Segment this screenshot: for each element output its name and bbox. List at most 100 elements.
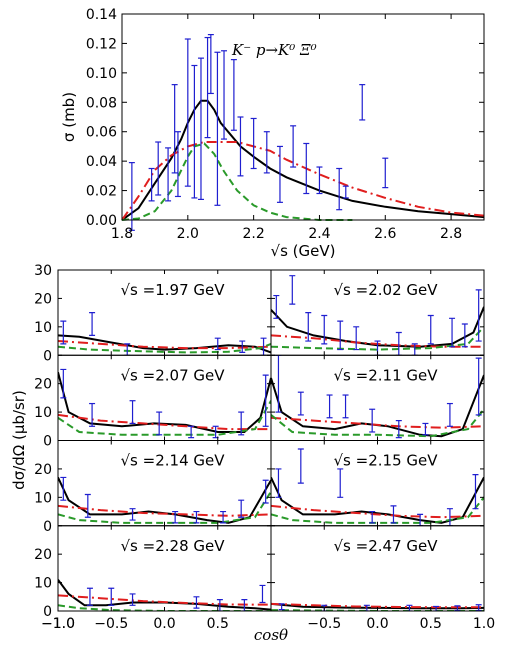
y-tick-label: 10 xyxy=(34,490,52,506)
dashed-curve xyxy=(271,496,484,524)
x-tick-label: 2.4 xyxy=(308,226,330,242)
panel-curves xyxy=(271,602,484,611)
data-point xyxy=(148,167,155,202)
data-point xyxy=(207,33,214,95)
y-tick-label: 0.08 xyxy=(86,95,117,111)
data-point xyxy=(472,474,479,510)
y-tick-label: 0.04 xyxy=(86,154,117,170)
data-point xyxy=(174,131,181,198)
data-point xyxy=(369,408,376,433)
panel-energy-label: √s =2.07 GeV xyxy=(121,366,226,384)
panel-curves xyxy=(271,448,484,526)
data-point xyxy=(316,166,323,195)
x-tick-label: −1.0 xyxy=(41,616,75,632)
data-point xyxy=(297,448,304,484)
data-point xyxy=(156,411,163,436)
data-point xyxy=(260,337,267,356)
data-point xyxy=(238,499,245,518)
data-point xyxy=(411,343,418,356)
data-point xyxy=(446,402,453,427)
panel-curves xyxy=(58,368,271,439)
data-point xyxy=(342,394,349,419)
panel-energy-label: √s =2.14 GeV xyxy=(121,452,226,470)
y-tick-label: 10 xyxy=(34,576,52,592)
data-point xyxy=(128,162,135,231)
data-point xyxy=(326,394,333,419)
data-point xyxy=(89,402,96,427)
panel-6: √s =2.15 GeV xyxy=(270,440,485,527)
data-point xyxy=(475,357,482,416)
data-point xyxy=(89,312,96,336)
panel-curves xyxy=(58,579,271,611)
data-point xyxy=(475,604,482,611)
data-point xyxy=(129,593,136,606)
data-point xyxy=(263,131,270,174)
x-tick-label: −0.5 xyxy=(307,616,341,632)
data-point xyxy=(171,84,178,174)
data-point xyxy=(337,468,344,498)
data-point xyxy=(221,50,228,140)
data-point xyxy=(433,605,440,611)
x-tick-label: 0.0 xyxy=(153,616,175,632)
data-point xyxy=(395,420,402,439)
dash-dot-curve xyxy=(271,602,484,609)
y-axis-label: σ (mb) xyxy=(60,92,78,142)
dashed-curve xyxy=(121,142,353,221)
data-point xyxy=(259,584,266,604)
y-tick-label: 0 xyxy=(43,434,52,450)
data-point xyxy=(216,599,223,611)
y-tick-label: 0 xyxy=(43,604,52,620)
dashed-curve xyxy=(271,326,484,351)
data-point xyxy=(422,422,429,436)
panel-8: √s =2.47 GeV −0.5 0.0 0.5 1.0 xyxy=(270,525,495,632)
plot-frame xyxy=(121,13,485,221)
panel-energy-label: √s =2.11 GeV xyxy=(334,366,439,384)
y-tick-label: 0.10 xyxy=(86,66,117,82)
data-point xyxy=(276,145,283,203)
y-tick-label: 0.02 xyxy=(86,184,117,200)
full-model-curve xyxy=(121,99,485,221)
data-point xyxy=(237,116,244,177)
panel-energy-label: √s =2.02 GeV xyxy=(334,281,439,299)
data-point xyxy=(197,57,204,200)
dash-dot-curve xyxy=(271,504,484,519)
data-point xyxy=(250,117,257,170)
y-tick-label: 20 xyxy=(34,547,52,563)
y-tick-label: 20 xyxy=(34,291,52,307)
data-point xyxy=(86,587,93,606)
dashed-curve xyxy=(58,342,271,354)
data-point xyxy=(336,167,343,211)
x-tick-label: 2.8 xyxy=(440,226,462,242)
data-point xyxy=(191,64,198,199)
panel-curves xyxy=(58,476,271,524)
data-point xyxy=(214,337,221,351)
y-tick-label: 10 xyxy=(34,320,52,336)
y-tick-label: 0.06 xyxy=(86,125,117,141)
x-tick-label: 1.0 xyxy=(473,616,495,632)
x-tick-label: −0.5 xyxy=(94,616,128,632)
data-point xyxy=(449,317,456,348)
data-point xyxy=(359,84,366,121)
data-point xyxy=(417,513,424,526)
full-model-curve xyxy=(58,334,271,354)
data-point xyxy=(390,505,397,524)
y-tick-label: 0.14 xyxy=(86,7,117,23)
y-axis-label: dσ/dΩ (μb/sr) xyxy=(10,390,28,490)
panel-3: √s =2.07 GeV 0 10 20 xyxy=(34,354,272,450)
x-axis-label: √s (GeV) xyxy=(271,242,336,260)
total-cross-section-chart: 1.8 2.0 2.2 2.4 2.6 2.8 0.00 0.02 0.04 0.06 0.08 0.… xyxy=(60,7,485,260)
data-point xyxy=(60,476,67,501)
data-point xyxy=(165,147,172,202)
data-point xyxy=(241,599,248,611)
data-point xyxy=(342,185,349,199)
panel-curves xyxy=(271,355,484,439)
data-point xyxy=(214,51,221,206)
panel-1: √s =1.97 GeV 0 10 20 30 xyxy=(34,263,272,364)
dashed-curve xyxy=(271,408,484,438)
data-point xyxy=(475,289,482,342)
dashed-curve xyxy=(58,400,271,436)
data-point xyxy=(303,142,310,195)
data-point xyxy=(239,340,246,354)
